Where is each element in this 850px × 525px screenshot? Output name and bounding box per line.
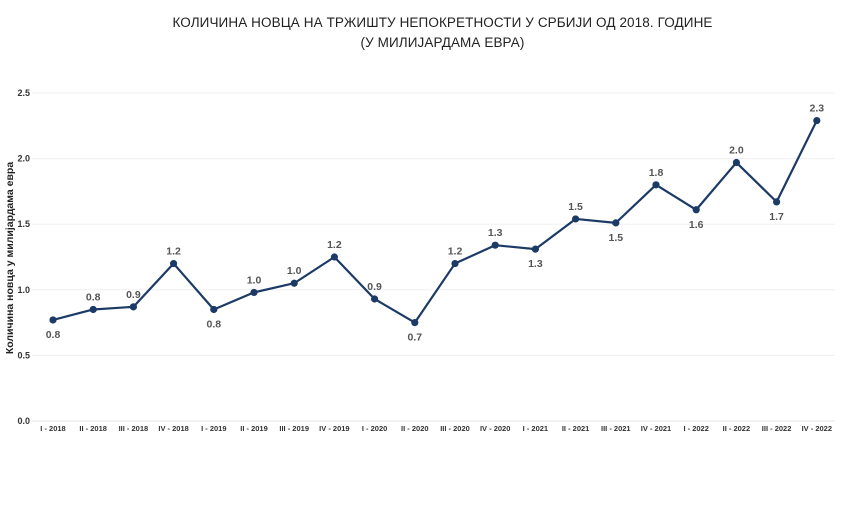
data-point bbox=[451, 259, 459, 268]
data-label: 1.6 bbox=[689, 219, 704, 231]
x-tick-label: III - 2021 bbox=[601, 424, 631, 433]
x-tick-label: II - 2021 bbox=[562, 424, 590, 433]
y-tick-label: 0.5 bbox=[17, 350, 30, 360]
x-tick-label: III - 2022 bbox=[762, 424, 792, 433]
x-tick-label: I - 2018 bbox=[40, 424, 65, 433]
x-tick-label: II - 2022 bbox=[723, 424, 751, 433]
chart-title: КОЛИЧИНА НОВЦА НА ТРЖИШТУ НЕПОКРЕТНОСТИ … bbox=[172, 15, 713, 30]
data-label: 1.3 bbox=[528, 258, 543, 270]
x-tick-label: I - 2019 bbox=[201, 424, 226, 433]
data-point bbox=[330, 253, 338, 261]
y-axis-label: Количина новца у милијардама евра bbox=[4, 162, 16, 354]
y-tick-label: 2.5 bbox=[17, 88, 30, 98]
data-point bbox=[89, 305, 97, 314]
data-point bbox=[692, 206, 700, 214]
data-label: 2.0 bbox=[729, 145, 744, 157]
data-label: 1.0 bbox=[287, 265, 302, 277]
x-tick-label: III - 2019 bbox=[279, 424, 309, 433]
data-point bbox=[210, 305, 218, 314]
data-label: 2.3 bbox=[809, 103, 824, 115]
y-tick-label: 2.0 bbox=[17, 154, 30, 164]
data-label: 0.9 bbox=[126, 289, 141, 301]
data-point bbox=[491, 241, 499, 249]
data-label: 1.5 bbox=[568, 201, 583, 213]
y-tick-label: 1.5 bbox=[17, 219, 30, 229]
x-tick-label: IV - 2020 bbox=[480, 424, 510, 433]
data-point bbox=[612, 219, 620, 227]
data-label: 1.2 bbox=[166, 246, 181, 258]
data-label: 1.7 bbox=[769, 211, 784, 223]
chart-subtitle: (У МИЛИЈАРДАМА ЕВРА) bbox=[360, 35, 525, 50]
data-point bbox=[170, 259, 178, 268]
x-tick-label: III - 2018 bbox=[119, 424, 149, 433]
x-tick-label: I - 2021 bbox=[523, 424, 548, 433]
x-tick-label: IV - 2022 bbox=[802, 424, 832, 433]
data-label: 1.0 bbox=[247, 274, 262, 286]
x-tick-label: III - 2020 bbox=[440, 424, 470, 433]
data-label: 1.2 bbox=[327, 239, 342, 251]
data-point bbox=[652, 181, 660, 189]
data-point bbox=[732, 158, 741, 167]
x-tick-label: I - 2020 bbox=[362, 424, 387, 433]
x-tick-label: IV - 2018 bbox=[158, 424, 188, 433]
data-point bbox=[813, 116, 821, 125]
x-tick-label: II - 2018 bbox=[79, 424, 107, 433]
data-point bbox=[290, 279, 298, 287]
data-label: 0.8 bbox=[86, 291, 101, 303]
data-label: 0.7 bbox=[407, 332, 422, 344]
y-tick-label: 0.0 bbox=[17, 416, 30, 426]
data-label: 1.5 bbox=[608, 232, 623, 244]
x-tick-label: I - 2022 bbox=[683, 424, 708, 433]
y-tick-label: 1.0 bbox=[17, 285, 30, 295]
data-label: 0.8 bbox=[46, 329, 61, 341]
data-point bbox=[411, 319, 419, 327]
data-label: 1.3 bbox=[488, 227, 503, 239]
data-label: 1.8 bbox=[649, 167, 664, 179]
x-tick-label: IV - 2021 bbox=[641, 424, 671, 433]
x-tick-label: II - 2020 bbox=[401, 424, 429, 433]
data-point bbox=[371, 295, 379, 303]
x-tick-label: IV - 2019 bbox=[319, 424, 349, 433]
data-point bbox=[531, 245, 540, 253]
data-label: 1.2 bbox=[448, 246, 463, 258]
data-point bbox=[773, 198, 781, 206]
data-point bbox=[129, 303, 137, 311]
data-point bbox=[250, 288, 258, 297]
data-label: 0.8 bbox=[206, 318, 221, 330]
series-line bbox=[52, 120, 818, 324]
x-tick-label: II - 2019 bbox=[240, 424, 268, 433]
data-label: 0.9 bbox=[367, 281, 382, 293]
data-point bbox=[572, 215, 580, 223]
data-point bbox=[49, 316, 57, 324]
